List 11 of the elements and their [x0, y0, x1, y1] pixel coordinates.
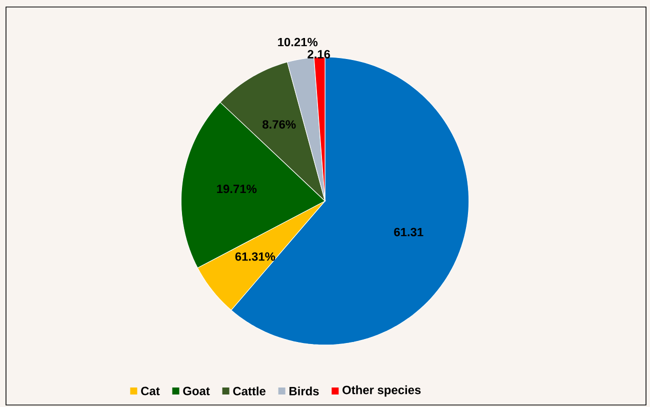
legend-label: Cat — [141, 386, 160, 396]
text: 8.76% — [262, 120, 296, 129]
text: 61.31% — [235, 252, 276, 261]
legend-label: Goat — [183, 386, 210, 396]
legend-label: Cattle — [233, 386, 266, 396]
legend-label: Birds — [290, 386, 319, 396]
text: 61.31 — [394, 228, 424, 236]
text: 10.21% — [278, 38, 318, 46]
text: 2.16 — [308, 50, 330, 58]
text: 19.71% — [217, 184, 257, 194]
legend-label: Other species — [342, 385, 421, 397]
